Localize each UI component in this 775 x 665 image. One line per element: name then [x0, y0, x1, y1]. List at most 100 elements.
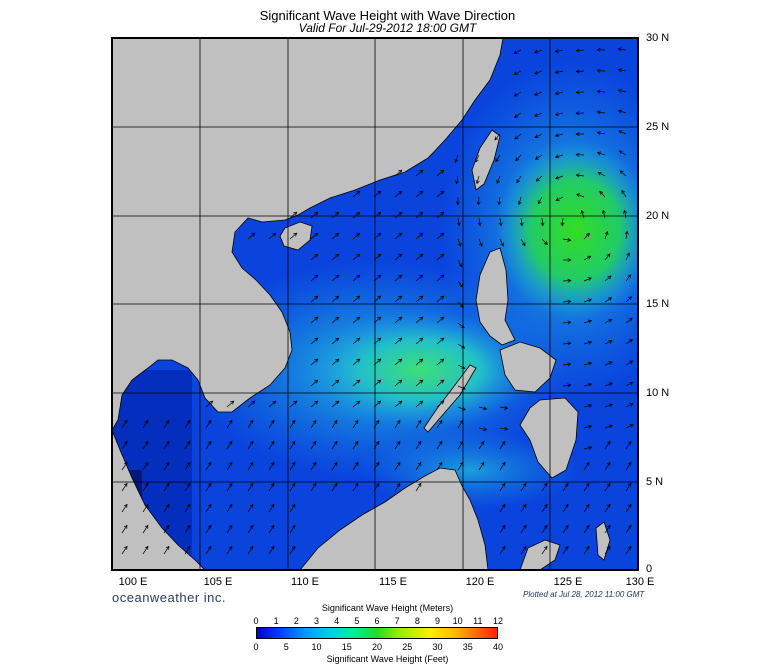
- wave-arrow: [618, 130, 627, 135]
- wave-arrow: [604, 483, 611, 492]
- wave-arrow-head: [291, 419, 296, 424]
- wave-arrow: [226, 441, 233, 450]
- scale-meters-tick: 1: [273, 616, 279, 626]
- wave-arrow-head: [272, 232, 277, 237]
- wave-arrow-head: [626, 252, 630, 257]
- wave-arrow: [604, 318, 612, 324]
- wave-arrow-head: [564, 545, 569, 550]
- wave-arrow: [555, 70, 564, 74]
- wave-arrow: [561, 217, 564, 226]
- wave-arrow: [415, 400, 424, 408]
- scale-feet-tick: 0: [253, 642, 259, 652]
- wave-arrow-head: [440, 316, 445, 321]
- wave-arrow-head: [564, 503, 569, 508]
- wave-arrow-head: [419, 274, 424, 279]
- wave-arrow-head: [580, 209, 585, 215]
- wave-arrow: [576, 70, 585, 72]
- wave-arrow-head: [272, 400, 277, 405]
- wave-arrow-head: [377, 295, 382, 300]
- wave-arrow-head: [398, 379, 403, 384]
- wave-arrow-head: [604, 230, 609, 236]
- wave-arrow: [268, 504, 275, 513]
- wave-arrow: [415, 211, 424, 219]
- wave-arrow: [373, 420, 380, 429]
- wave-arrow-head: [333, 482, 338, 487]
- wave-arrow: [583, 462, 590, 471]
- wave-arrow-head: [228, 524, 233, 529]
- wave-arrow-head: [534, 70, 539, 75]
- wave-arrow-head: [588, 445, 593, 450]
- wave-arrow: [534, 91, 543, 96]
- wave-arrow-head: [460, 303, 465, 308]
- wave-arrow-head: [228, 461, 233, 466]
- wave-arrow-head: [567, 237, 572, 242]
- wave-arrow: [516, 175, 522, 183]
- wave-arrow: [268, 483, 275, 492]
- wave-arrow: [520, 483, 527, 492]
- wave-arrow: [247, 400, 256, 408]
- wave-arrow-head: [165, 524, 170, 529]
- lat-label: 15 N: [646, 298, 670, 310]
- wave-arrow: [226, 504, 233, 513]
- wave-arrow-head: [606, 524, 611, 529]
- wave-arrow-head: [377, 316, 382, 321]
- wave-arrow: [352, 295, 361, 303]
- wave-arrow: [394, 379, 403, 387]
- wave-arrow-head: [513, 92, 518, 97]
- wave-arrow: [394, 483, 401, 492]
- wave-arrow-head: [501, 524, 506, 529]
- wave-arrow: [310, 232, 319, 240]
- wave-arrow-head: [567, 383, 572, 388]
- wave-arrow: [394, 211, 403, 219]
- wave-arrow-head: [333, 461, 338, 466]
- wave-arrow: [625, 441, 632, 450]
- plotted-time: Plotted at Jul 28, 2012 11:00 GMT: [523, 590, 645, 599]
- wave-arrow-head: [606, 503, 611, 508]
- wave-arrow: [268, 462, 275, 471]
- wave-arrow-head: [165, 419, 170, 424]
- wave-arrow: [625, 296, 632, 303]
- lon-label: 100 E: [118, 576, 148, 588]
- wave-arrow: [457, 385, 466, 390]
- wave-arrow: [247, 504, 254, 513]
- wave-arrow: [478, 406, 487, 410]
- scale-feet-tick: 5: [283, 642, 289, 652]
- wave-arrow-head: [335, 295, 340, 300]
- wave-arrow: [331, 483, 338, 492]
- wave-arrow-head: [398, 400, 403, 405]
- wave-arrow-head: [475, 180, 480, 185]
- wave-arrow-head: [314, 253, 319, 258]
- wave-arrow: [331, 316, 340, 324]
- wave-arrow-head: [356, 400, 361, 405]
- wave-arrow: [555, 49, 564, 53]
- wave-arrow: [205, 525, 212, 534]
- wave-arrow: [373, 232, 382, 240]
- wave-arrow: [331, 295, 340, 303]
- wave-arrow: [142, 420, 149, 429]
- wave-arrow-head: [377, 232, 382, 237]
- wave-arrow-head: [522, 545, 527, 550]
- wave-arrow-head: [419, 379, 424, 384]
- wave-arrow-head: [543, 241, 548, 246]
- wave-arrow-head: [629, 403, 634, 407]
- wave-arrow: [226, 546, 233, 555]
- wave-arrow-head: [398, 274, 403, 279]
- wave-arrow: [226, 483, 233, 492]
- wave-arrow-head: [440, 337, 445, 342]
- wave-arrow: [394, 441, 401, 450]
- wave-arrow-head: [608, 318, 613, 323]
- wave-arrow: [604, 382, 613, 387]
- wave-arrow: [373, 400, 382, 408]
- wave-arrow-head: [504, 426, 509, 431]
- wave-arrow-head: [607, 275, 612, 280]
- wave-arrow: [576, 91, 585, 93]
- wave-arrow: [331, 379, 340, 387]
- wave-arrow-head: [522, 503, 527, 508]
- valid-time-subtitle: Valid For Jul-29-2012 18:00 GMT: [298, 21, 477, 35]
- wave-arrow: [625, 360, 633, 366]
- wave-arrow-head: [629, 381, 634, 386]
- wave-arrow: [436, 274, 445, 282]
- wave-arrow-head: [606, 482, 611, 487]
- wave-arrow: [555, 91, 564, 95]
- wave-arrow-head: [461, 344, 466, 349]
